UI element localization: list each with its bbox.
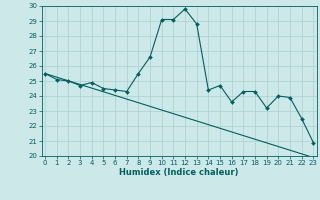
X-axis label: Humidex (Indice chaleur): Humidex (Indice chaleur) [119,168,239,177]
